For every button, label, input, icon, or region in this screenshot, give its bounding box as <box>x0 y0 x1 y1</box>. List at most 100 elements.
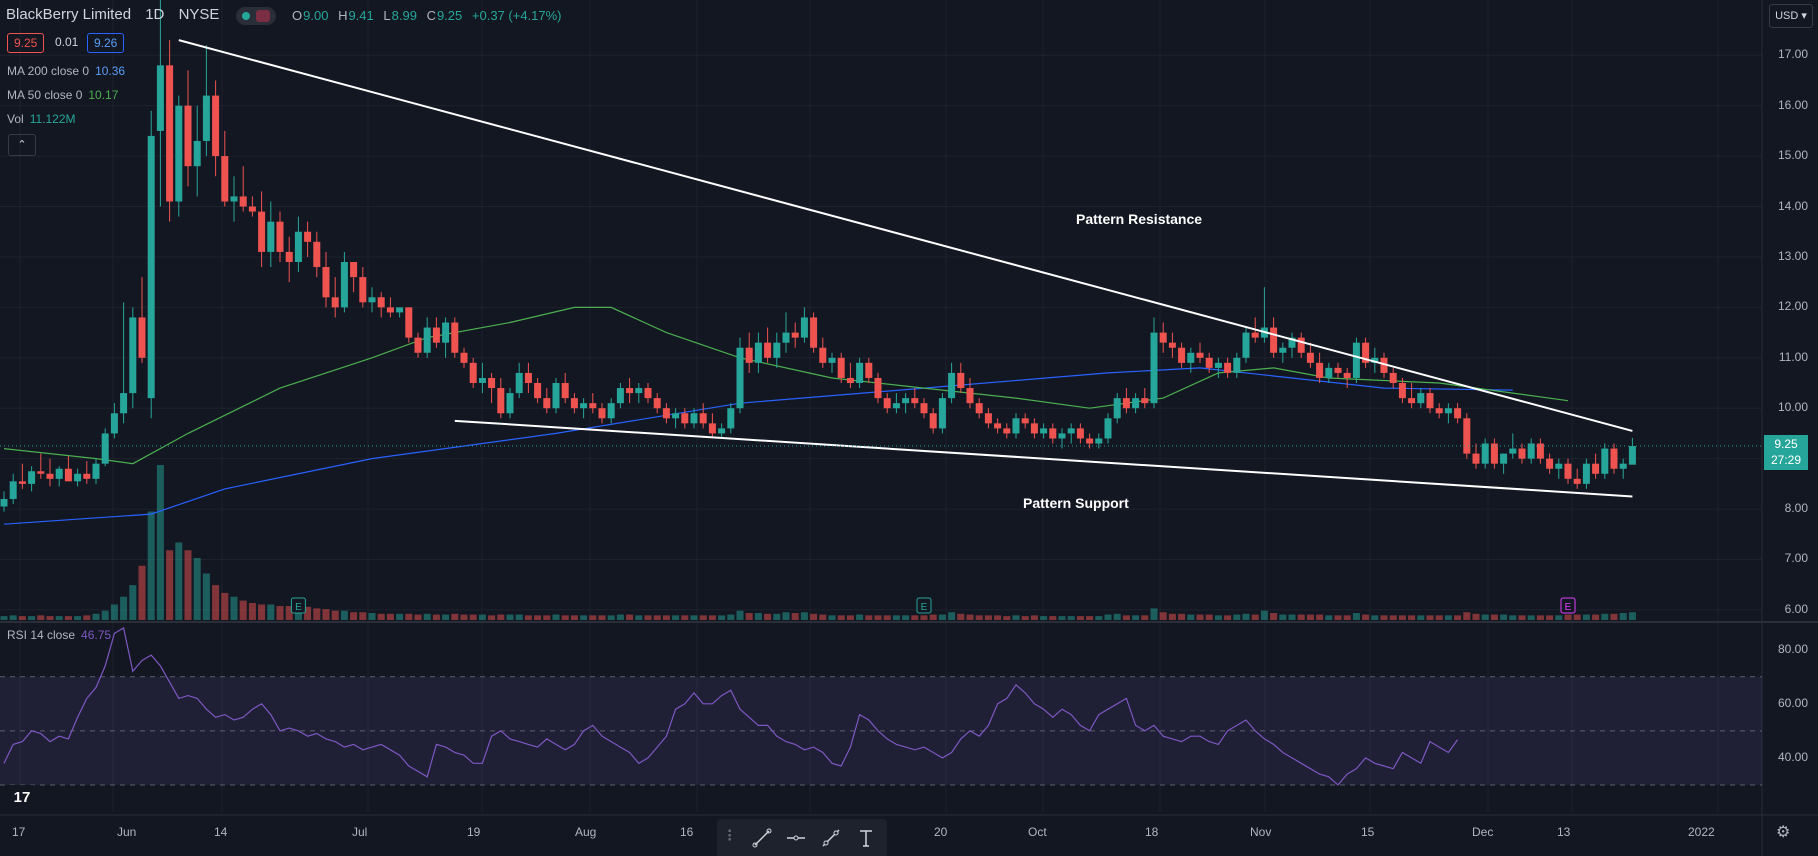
candle-body <box>635 388 643 394</box>
volume-bar <box>1168 613 1176 620</box>
volume-bar <box>819 614 827 620</box>
volume-bar <box>837 615 845 620</box>
candle-body <box>1371 357 1379 363</box>
volume-bar <box>1518 615 1526 620</box>
currency-button[interactable]: USD ▾ <box>1769 4 1813 28</box>
candle-body <box>331 297 339 308</box>
candle-body <box>156 65 164 131</box>
candle-body <box>1279 347 1287 353</box>
volume-bar <box>147 511 155 620</box>
candle-body <box>184 105 192 167</box>
volume-bar <box>681 615 689 620</box>
volume-bar <box>607 615 615 620</box>
volume-bar <box>1490 614 1498 620</box>
market-status-toggle[interactable] <box>236 7 276 25</box>
volume-bar <box>856 614 864 620</box>
volume-bar <box>423 613 431 620</box>
candle-body <box>442 322 450 343</box>
volume-bar <box>911 615 919 620</box>
volume-bar <box>497 614 505 620</box>
ma200-legend[interactable]: MA 200 close 0 10.36 <box>7 64 125 78</box>
volume-bar <box>432 614 440 620</box>
ma50-legend[interactable]: MA 50 close 0 10.17 <box>7 88 118 102</box>
drag-handle-icon[interactable]: ⠇ <box>726 829 738 846</box>
candle-body <box>1076 428 1084 439</box>
volume-bar <box>994 615 1002 620</box>
ray-tool-icon[interactable] <box>820 827 842 849</box>
rsi-legend[interactable]: RSI 14 close 46.75 <box>7 628 111 642</box>
volume-bar <box>690 615 698 620</box>
trendline-tool-icon[interactable] <box>751 827 773 849</box>
gear-icon[interactable]: ⚙ <box>1776 824 1791 841</box>
volume-bar <box>736 610 744 620</box>
candle-body <box>1104 418 1112 439</box>
volume-bar <box>1178 613 1186 620</box>
candle-body <box>1233 357 1241 373</box>
candle-body <box>902 398 910 404</box>
volume-bar <box>727 614 735 620</box>
candle-body <box>644 388 652 399</box>
volume-bar <box>1214 615 1222 620</box>
candle-body <box>1316 362 1324 378</box>
volume-bar <box>92 613 100 620</box>
candle-body <box>1490 443 1498 464</box>
volume-bar <box>975 615 983 620</box>
chevron-up-icon[interactable]: ⌃ <box>8 134 36 156</box>
candle-body <box>488 377 496 389</box>
volume-bar <box>902 615 910 620</box>
price-tick-label: 7.00 <box>1784 551 1808 566</box>
horizontal-line-tool-icon[interactable] <box>785 827 807 849</box>
symbol-name: BlackBerry Limited <box>6 6 132 23</box>
candle-body <box>1463 418 1471 454</box>
volume-bar <box>1058 616 1066 620</box>
volume-bar <box>1573 614 1581 620</box>
volume-bar <box>644 615 652 620</box>
ma200-value: 10.36 <box>95 64 126 78</box>
sell-price-button[interactable]: 9.25 <box>7 33 45 53</box>
bar-countdown: 27:29 <box>1770 453 1802 467</box>
candle-body <box>1113 398 1121 419</box>
volume-bar <box>1352 613 1360 620</box>
volume-legend[interactable]: Vol 11.122M <box>7 112 76 126</box>
candle-body <box>1592 463 1600 474</box>
text-tool-icon[interactable] <box>855 827 877 849</box>
ma200-label: MA 200 close 0 <box>7 64 90 78</box>
candle-body <box>920 403 928 414</box>
volume-bar <box>1187 614 1195 620</box>
candle-body <box>672 413 680 419</box>
tradingview-logo[interactable]: 17 <box>7 785 37 811</box>
last-price-value: 9.25 <box>1774 437 1798 451</box>
volume-bar <box>1049 616 1057 620</box>
candle-body <box>1444 408 1452 414</box>
volume-bar <box>1582 614 1590 620</box>
symbol-title[interactable]: BlackBerry Limited 1D NYSE <box>6 6 229 23</box>
candle-body <box>478 377 486 384</box>
candle-body <box>110 413 118 434</box>
resistance-annotation[interactable]: Pattern Resistance <box>1076 211 1203 227</box>
volume-bar <box>1141 615 1149 620</box>
candle-body <box>1472 453 1480 464</box>
volume-bar <box>865 615 873 620</box>
support-annotation[interactable]: Pattern Support <box>1023 495 1129 511</box>
volume-bar <box>1398 615 1406 620</box>
candle-body <box>212 95 220 157</box>
volume-bar <box>1408 615 1416 620</box>
time-tick-label: 15 <box>1361 825 1375 839</box>
volume-bar <box>120 596 128 620</box>
candle-body <box>221 156 229 202</box>
volume-bar <box>1003 616 1011 620</box>
volume-bar <box>1196 614 1204 620</box>
currency-label: USD <box>1775 10 1799 22</box>
candle-body <box>865 362 873 378</box>
candle-body <box>1178 347 1186 363</box>
buy-price-button[interactable]: 9.26 <box>87 33 125 53</box>
candle-body <box>754 342 762 363</box>
candle-body <box>653 398 661 409</box>
volume-bar <box>1536 615 1544 620</box>
candle-body <box>984 413 992 424</box>
candle-body <box>580 403 588 409</box>
candle-body <box>92 463 100 479</box>
candle-body <box>1334 367 1342 373</box>
resistance-trendline <box>178 39 1633 432</box>
